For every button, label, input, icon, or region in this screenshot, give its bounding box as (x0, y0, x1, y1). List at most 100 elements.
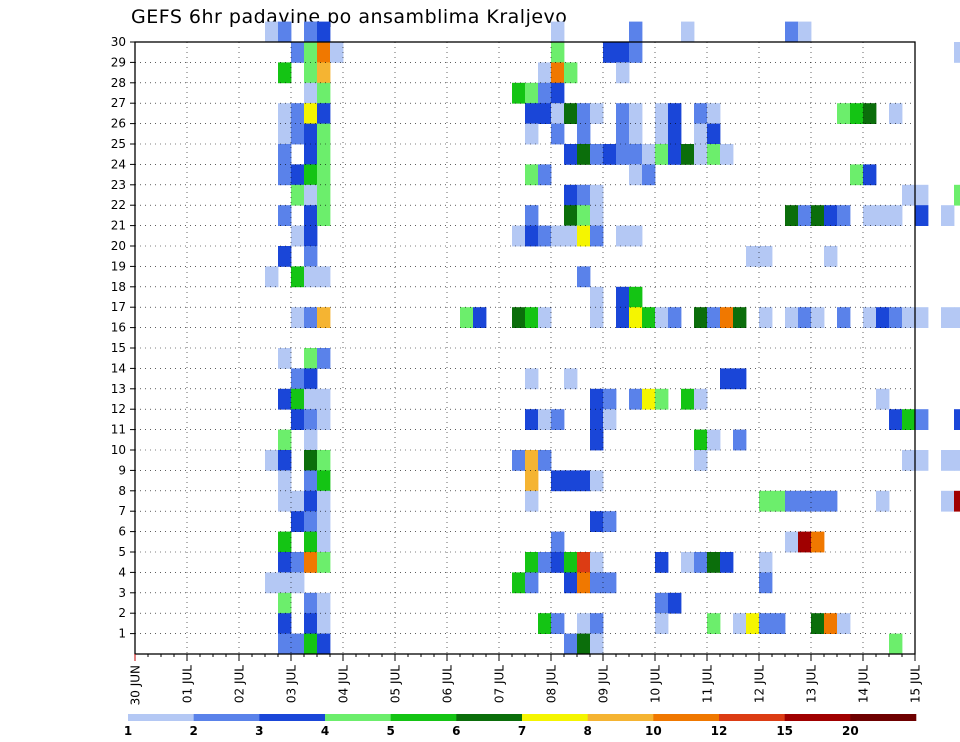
y-tick-label: 28 (111, 76, 126, 90)
data-cell (317, 348, 331, 369)
data-cell (564, 205, 578, 226)
data-cell (785, 490, 799, 512)
data-cell (538, 82, 552, 104)
data-cell (512, 307, 526, 328)
data-cell (603, 572, 617, 594)
colorbar-label: 8 (583, 724, 591, 738)
colorbar-swatch (325, 714, 391, 721)
x-tick-label: 12 JUL (753, 665, 767, 703)
data-cell (655, 123, 669, 145)
data-cell (759, 552, 773, 573)
data-cell (317, 633, 331, 655)
data-cell (590, 307, 604, 328)
x-tick-label: 14 JUL (857, 665, 871, 703)
data-cell (278, 62, 292, 84)
y-tick-label: 22 (111, 198, 126, 212)
data-cell (720, 144, 734, 165)
data-cell (707, 307, 721, 328)
data-cell (863, 307, 877, 328)
data-cell (525, 82, 539, 104)
data-cell (681, 144, 695, 165)
data-cell (304, 123, 318, 145)
data-cell (954, 450, 960, 471)
data-cell (291, 633, 305, 655)
data-cell (304, 470, 318, 492)
data-cell (291, 388, 305, 410)
data-cell (694, 123, 708, 145)
data-cell (837, 613, 851, 634)
data-cell (811, 613, 825, 634)
data-cell (668, 123, 682, 145)
x-tick-label: 11 JUL (701, 665, 715, 703)
data-cell (473, 307, 487, 328)
data-cell (304, 42, 318, 63)
colorbar-swatch (193, 714, 260, 721)
x-axis: 30 JUN 01 JUL 02 JUL 03 JUL 04 JUL 05 JUL 06 J… (129, 654, 923, 705)
data-cell (629, 307, 643, 328)
data-cell (668, 307, 682, 328)
y-tick-label: 30 (111, 35, 126, 49)
data-cell (694, 103, 708, 124)
data-cell (564, 470, 578, 492)
y-tick-label: 29 (111, 55, 126, 69)
y-tick-label: 20 (111, 239, 126, 253)
x-tick-label: 07 JUL (493, 665, 507, 703)
colorbar-label: 12 (711, 724, 728, 738)
data-cell (772, 613, 786, 634)
data-cell (616, 225, 630, 247)
data-cell (811, 490, 825, 512)
y-tick-label: 10 (111, 443, 126, 457)
data-cell (525, 164, 539, 186)
data-cell (525, 205, 539, 226)
data-cell (629, 225, 643, 247)
data-cell (512, 450, 526, 471)
data-cell (304, 450, 318, 471)
data-cell (577, 633, 591, 655)
data-cell (915, 409, 929, 430)
data-cell (564, 572, 578, 594)
data-cell (798, 21, 812, 43)
data-cell (603, 144, 617, 165)
data-cell (317, 613, 331, 634)
x-tick-label: 01 JUL (181, 665, 195, 703)
data-cell (317, 62, 331, 84)
data-cell (538, 409, 552, 430)
data-cell (798, 205, 812, 226)
data-cell (317, 266, 331, 288)
data-cell (941, 205, 955, 226)
data-cell (291, 123, 305, 145)
y-tick-label: 3 (118, 586, 126, 600)
data-cell (278, 531, 292, 553)
colorbar-label: 20 (842, 724, 859, 738)
data-cell (564, 184, 578, 206)
data-cell (291, 42, 305, 63)
data-cell (824, 490, 838, 512)
data-cell (564, 144, 578, 165)
data-cell (837, 103, 851, 124)
data-cell (278, 103, 292, 124)
x-tick-label: 06 JUL (441, 665, 455, 703)
colorbar-label: 6 (452, 724, 460, 738)
data-cell (525, 572, 539, 594)
colorbar-swatch (653, 714, 720, 721)
data-cell (538, 307, 552, 328)
grid-layer (135, 42, 915, 654)
data-cell (720, 368, 734, 390)
data-cell (317, 450, 331, 471)
data-cell (304, 592, 318, 614)
y-tick-label: 13 (111, 382, 126, 396)
colorbar-swatch (784, 714, 851, 721)
y-tick-label: 26 (111, 117, 126, 131)
colorbar-label: 10 (645, 724, 662, 738)
data-cell (733, 429, 747, 451)
data-cell (317, 184, 331, 206)
data-cell (590, 225, 604, 247)
data-cell (525, 552, 539, 573)
data-cell (278, 552, 292, 573)
data-cell (954, 184, 960, 206)
y-tick-label: 9 (118, 463, 126, 477)
data-cell (616, 307, 630, 328)
data-cell (811, 307, 825, 328)
data-cell (551, 225, 565, 247)
data-cell (291, 490, 305, 512)
